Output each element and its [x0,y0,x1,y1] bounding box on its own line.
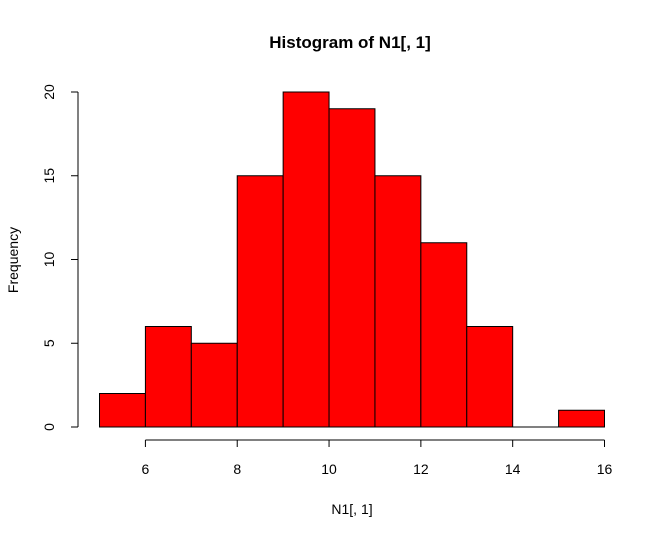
x-tick-label: 10 [321,461,337,477]
histogram-bar-10 [558,409,605,428]
histogram-bar-1 [144,326,192,428]
x-axis: 6 8 10 12 14 16 [142,439,613,477]
x-tick-label: 8 [233,461,241,477]
x-tick-label: 16 [597,461,613,477]
histogram-bar-3 [236,175,284,428]
histogram-bar-6 [374,175,422,428]
histogram-bar-7 [420,242,468,428]
histogram-bar-4 [282,91,330,428]
bars-group [99,91,605,428]
y-tick-label: 0 [41,423,57,431]
y-tick-label: 15 [41,168,57,184]
y-tick-label: 10 [41,252,57,268]
histogram-bar-0 [99,393,146,428]
x-tick-label: 12 [413,461,429,477]
x-tick-label: 14 [505,461,521,477]
y-axis-label: Frequency [5,227,21,293]
histogram-bar-8 [466,326,514,428]
chart-title: Histogram of N1[, 1] [269,33,431,52]
x-axis-label: N1[, 1] [331,501,372,517]
x-tick-label: 6 [142,461,150,477]
y-tick-label: 5 [41,339,57,347]
y-tick-label: 20 [41,84,57,100]
y-axis: 0 5 10 15 20 [41,84,79,431]
histogram-bar-5 [328,108,376,428]
histogram-bar-2 [190,342,238,428]
